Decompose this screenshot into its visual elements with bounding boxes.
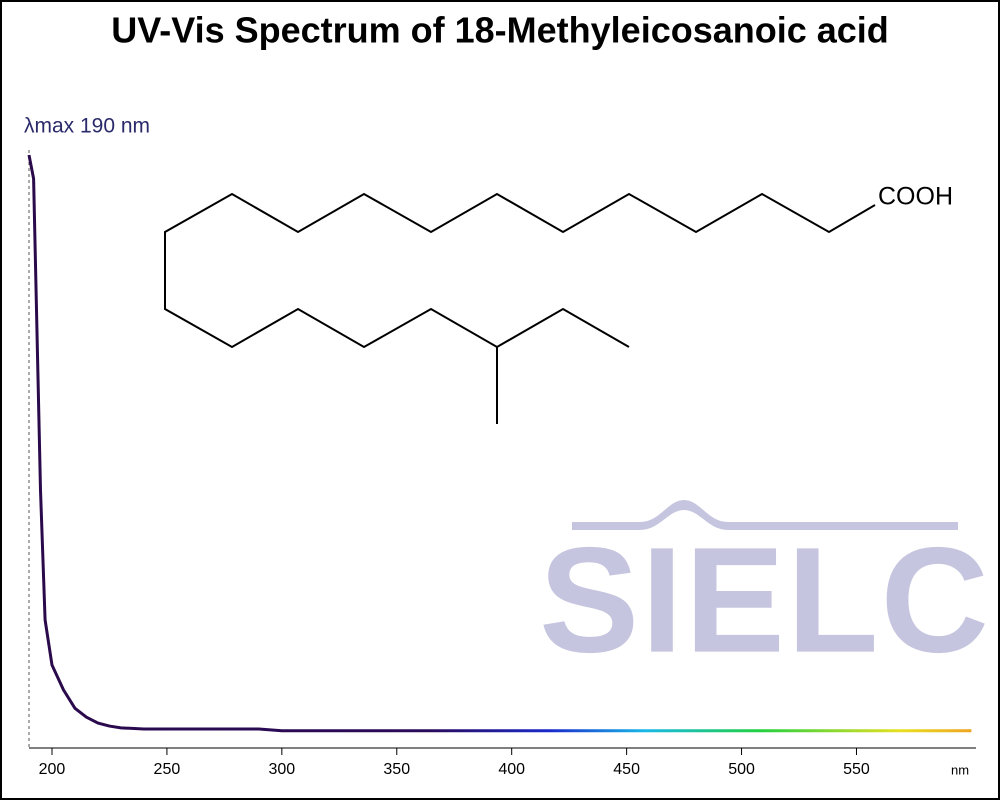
x-axis-label: nm <box>951 762 969 777</box>
x-tick-label: 200 <box>39 761 66 778</box>
x-tick-label: 250 <box>154 761 181 778</box>
annotation: λmax 190 nm <box>24 115 150 138</box>
chart-title: UV-Vis Spectrum of 18-Methyleicosanoic a… <box>111 10 889 51</box>
x-tick-label: 350 <box>383 761 410 778</box>
x-tick-label: 400 <box>498 761 525 778</box>
watermark-logo: SIELC <box>539 500 991 684</box>
watermark: SIELC <box>539 516 991 684</box>
x-tick-label: 500 <box>728 761 755 778</box>
x-tick-label: 450 <box>613 761 640 778</box>
spectrum-line <box>27 154 972 733</box>
structure <box>164 192 876 424</box>
carbon-chain <box>164 192 876 349</box>
x-tick-label: 550 <box>843 761 870 778</box>
structure-label: COOH <box>878 183 953 211</box>
x-tick-label: 300 <box>268 761 295 778</box>
logo-wave <box>572 500 958 530</box>
